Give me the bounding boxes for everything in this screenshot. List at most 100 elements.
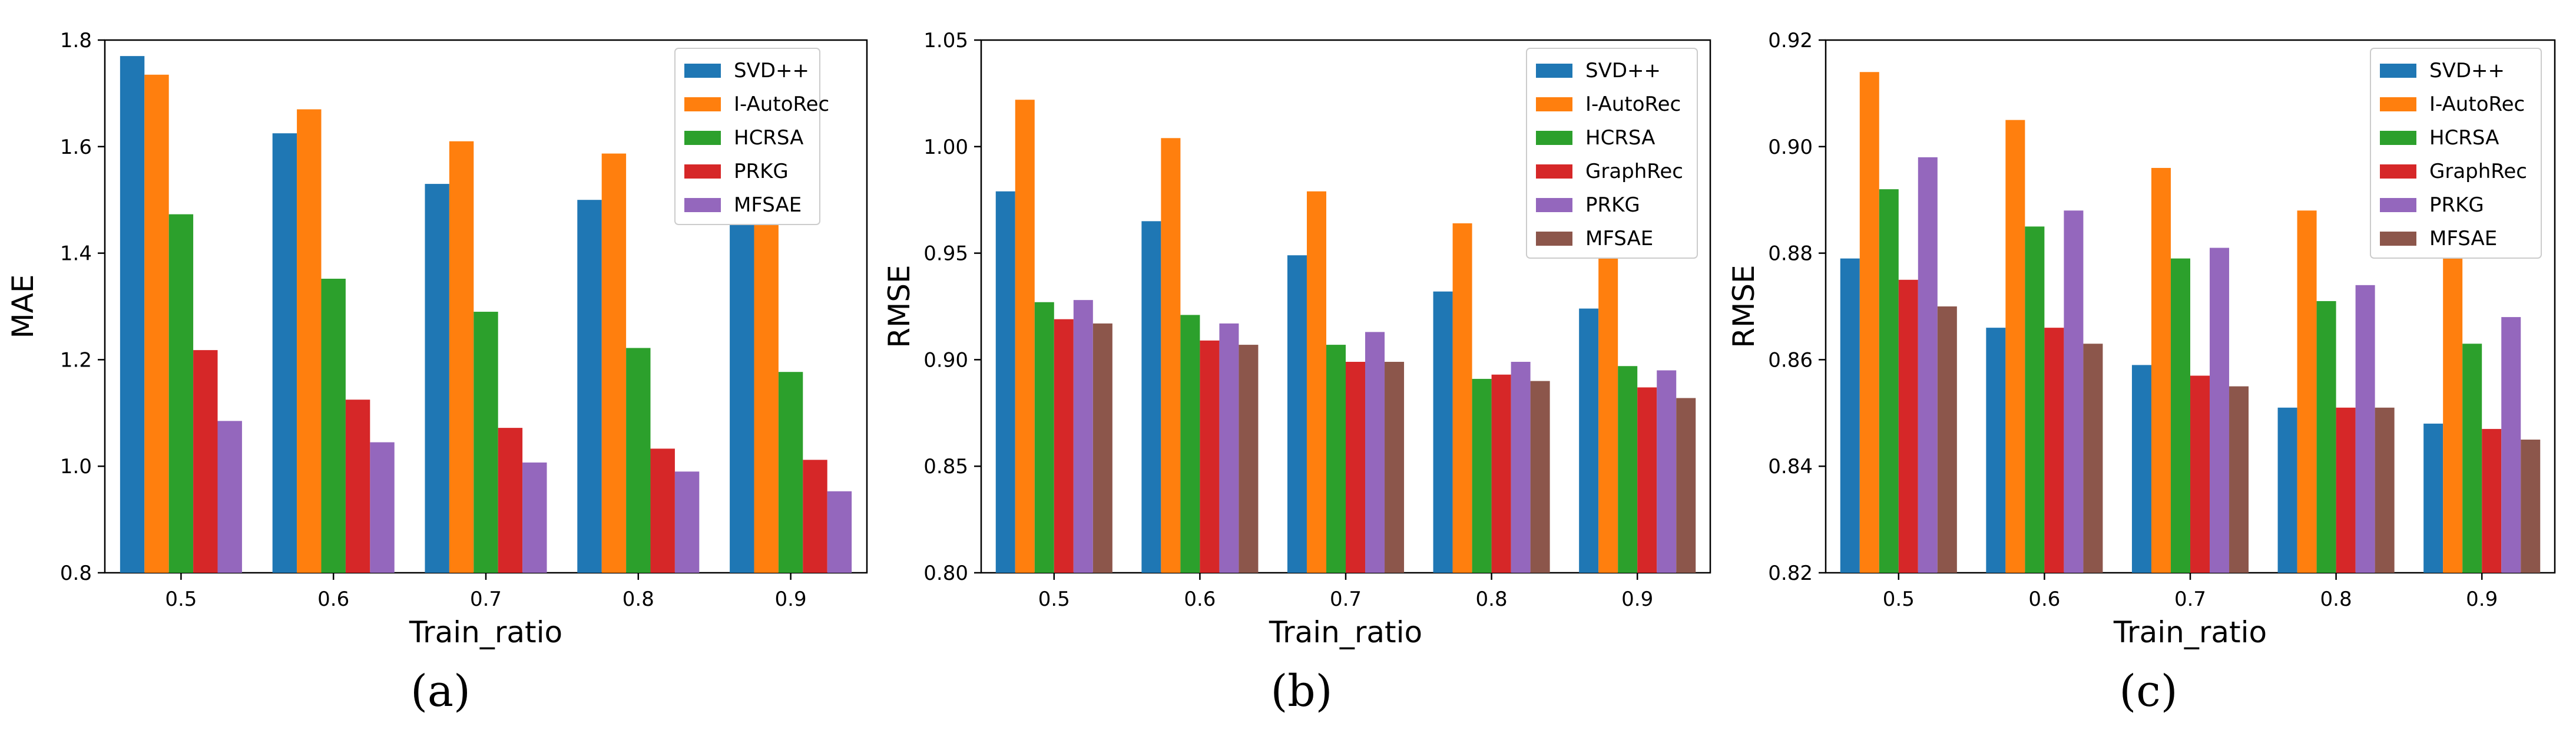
bar-hcrsa-0.6 [1180,315,1200,573]
bar-hcrsa-0.7 [1326,345,1346,573]
bar-i-autorec-0.6 [1161,138,1181,573]
legend-label: MFSAE [2429,227,2497,250]
bar-prkg-0.5 [193,350,218,573]
bar-hcrsa-0.8 [626,348,651,573]
bar-prkg-0.5 [1918,157,1938,573]
bar-hcrsa-0.6 [321,278,346,573]
y-tick-label: 1.2 [60,348,92,372]
legend-swatch [2380,64,2416,78]
bar-svd--0.6 [272,133,297,573]
bar-graphrec-0.8 [2336,407,2356,573]
x-tick-label: 0.9 [1621,588,1653,611]
bar-prkg-0.6 [1219,323,1239,573]
legend-frame [674,48,820,225]
bar-i-autorec-0.7 [449,141,474,573]
bar-mfsae-0.8 [2375,407,2395,573]
bar-prkg-0.9 [1657,370,1677,573]
bar-mfsae-0.9 [1676,398,1696,573]
legend-label: HCRSA [2429,126,2499,150]
bar-prkg-0.8 [1511,362,1531,573]
legend-swatch [684,131,721,145]
bar-graphrec-0.6 [2044,328,2064,573]
y-axis-label: MAE [6,275,40,339]
x-tick-label: 0.7 [470,588,502,611]
bar-hcrsa-0.9 [1618,366,1638,573]
legend-swatch [2380,232,2416,246]
chart-panel-0: 0.8 1.0 1.2 1.4 1.6 1.8 0.5 0.6 0.7 0.8 0.9 Train_r… [6,29,868,717]
y-tick-label: 1.8 [60,29,92,52]
legend-swatch [1536,97,1572,111]
bar-prkg-0.8 [2355,285,2375,573]
bar-prkg-0.5 [1073,300,1093,573]
bar-mfsae-0.8 [674,471,700,573]
chart-panel-1: 0.80 0.85 0.90 0.95 1.00 1.05 0.5 0.6 0.7 0.8 0.9 T… [882,29,1711,717]
y-tick-label: 0.84 [1768,455,1813,478]
bar-svd--0.6 [1986,328,2006,573]
legend-swatch [1536,232,1572,246]
legend-label: I-AutoRec [1585,93,1681,116]
bar-graphrec-0.5 [1898,279,1918,573]
bar-mfsae-0.9 [2521,440,2541,573]
bar-hcrsa-0.9 [778,372,803,573]
legend-label: MFSAE [1585,227,1653,250]
bar-svd--0.9 [2423,423,2443,573]
bar-svd--0.8 [1433,291,1453,573]
bar-prkg-0.8 [650,448,675,573]
y-tick-label: 0.82 [1768,562,1813,585]
x-tick-label: 0.7 [1330,588,1362,611]
y-tick-label: 0.95 [923,242,968,266]
bar-i-autorec-0.5 [144,74,169,573]
bar-svd--0.8 [2277,407,2297,573]
x-axis-label: Train_ratio [409,615,562,649]
bar-svd--0.5 [995,191,1015,573]
y-tick-label: 0.8 [60,562,92,585]
bar-hcrsa-0.7 [474,312,498,573]
bar-i-autorec-0.8 [1452,223,1472,573]
legend-label: GraphRec [2429,160,2527,183]
bar-hcrsa-0.9 [2462,344,2482,573]
legend-swatch [1536,131,1572,145]
legend-label: SVD++ [734,59,809,82]
legend-swatch [1536,198,1572,212]
bar-graphrec-0.7 [2190,375,2210,573]
bar-prkg-0.9 [803,460,827,573]
bar-prkg-0.9 [2501,317,2521,573]
y-tick-label: 0.90 [1768,136,1813,159]
bar-mfsae-0.7 [522,462,547,573]
legend-label: PRKG [1585,193,1640,217]
bar-i-autorec-0.7 [1306,191,1326,573]
legend-swatch [1536,64,1572,78]
x-tick-label: 0.8 [1476,588,1508,611]
y-tick-label: 0.86 [1768,348,1813,372]
bar-graphrec-0.9 [1637,387,1657,573]
bar-i-autorec-0.6 [2005,120,2025,573]
bar-mfsae-0.6 [1239,345,1259,573]
legend-swatch [684,64,721,78]
y-tick-label: 0.85 [923,455,968,478]
bar-prkg-0.7 [1365,332,1385,573]
y-tick-label: 1.05 [923,29,968,52]
legend-swatch [684,97,721,111]
y-axis-label: RMSE [1727,265,1761,348]
legend-label: PRKG [734,160,789,183]
y-tick-label: 1.4 [60,242,92,266]
bar-graphrec-0.9 [2482,428,2502,573]
bar-mfsae-0.6 [370,442,395,573]
bar-mfsae-0.5 [217,421,242,573]
legend: SVD++ I-AutoRec HCRSA GraphRec PRKG MFSAE [2370,48,2542,259]
y-tick-label: 1.00 [923,136,968,159]
panel-label: (a) [410,666,471,717]
bar-svd--0.9 [1579,308,1599,573]
bar-svd--0.7 [2131,365,2151,573]
bar-i-autorec-0.9 [2443,247,2463,573]
y-tick-label: 0.88 [1768,242,1813,266]
bar-hcrsa-0.5 [1034,302,1054,573]
legend-label: SVD++ [2429,59,2505,82]
bar-svd--0.9 [730,223,754,573]
bar-mfsae-0.7 [2229,386,2249,573]
legend-label: HCRSA [1585,126,1655,150]
bar-hcrsa-0.8 [2316,301,2336,573]
bar-svd--0.6 [1141,221,1161,573]
panel-label: (c) [2119,666,2177,717]
x-tick-label: 0.8 [623,588,654,611]
